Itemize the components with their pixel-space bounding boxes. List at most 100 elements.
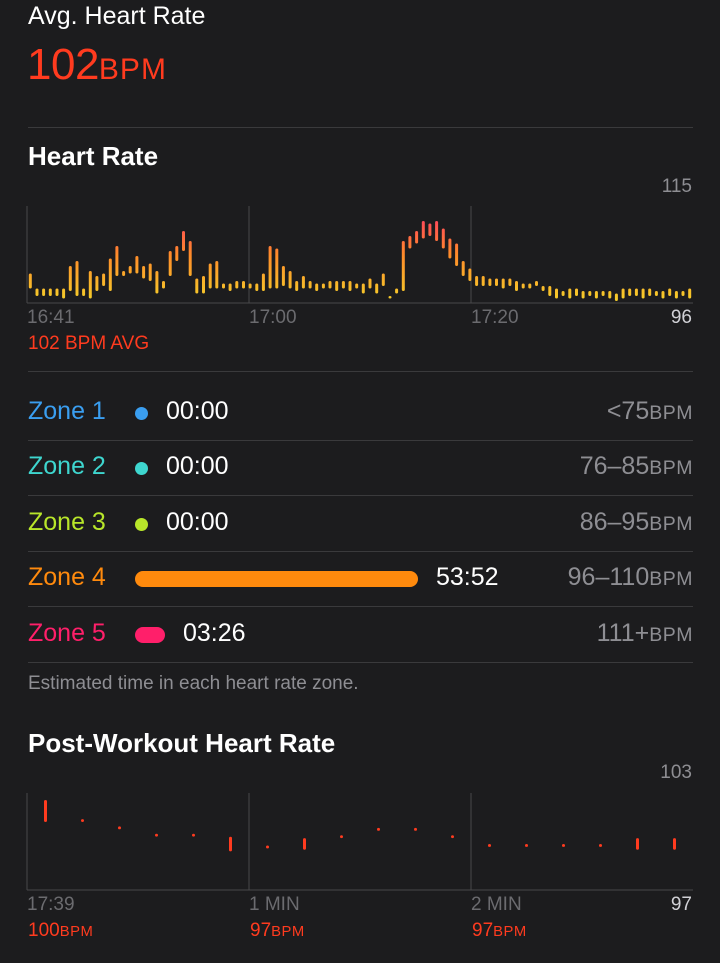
heart-rate-range-bar — [548, 286, 552, 296]
heart-rate-range-bar — [68, 266, 72, 291]
post-workout-reading-1: 100BPM — [28, 920, 93, 942]
heart-rate-range-bar — [641, 288, 645, 299]
heart-rate-range-bar — [375, 283, 379, 294]
heart-rate-range-bar — [95, 276, 99, 291]
zone-2-range: 76–85BPM — [580, 452, 693, 481]
heart-rate-range-bar — [674, 291, 678, 299]
heart-rate-range-bar — [55, 288, 59, 296]
heart-rate-range-bar — [525, 844, 528, 847]
zone-1-range: <75BPM — [607, 397, 693, 426]
heart-rate-range-bar — [108, 258, 112, 291]
heart-rate-range-bar — [229, 836, 232, 852]
divider — [28, 371, 693, 372]
heart-rate-range-bar — [88, 271, 92, 299]
heart-rate-range-bar — [266, 845, 269, 849]
heart-rate-x-label-mid: 17:00 — [249, 307, 297, 328]
heart-rate-range-bar — [35, 288, 39, 296]
heart-rate-range-bar — [62, 288, 66, 299]
heart-rate-range-bar — [122, 271, 126, 276]
heart-rate-range-bar — [81, 819, 84, 822]
heart-rate-range-bar — [215, 261, 219, 289]
heart-rate-range-bar — [451, 835, 454, 839]
heart-rate-range-bar — [175, 246, 179, 261]
zone-4-range-unit: BPM — [649, 568, 693, 590]
heart-rate-range-bar — [328, 281, 332, 289]
avg-heart-rate-label: Avg. Heart Rate — [28, 2, 206, 30]
avg-heart-rate-number: 102 — [27, 40, 99, 89]
heart-rate-range-bar — [340, 835, 343, 839]
heart-rate-range-bar — [455, 243, 459, 266]
heart-rate-x-label-start: 16:41 — [27, 307, 75, 328]
heart-rate-range-bar — [468, 268, 472, 281]
heart-rate-range-bar — [275, 248, 279, 289]
reading-unit: BPM — [493, 924, 527, 940]
heart-rate-range-bar — [155, 833, 158, 837]
zone-2-range-value: 76–85 — [579, 452, 650, 480]
divider — [28, 127, 693, 128]
zone-5-range-unit: BPM — [649, 624, 693, 646]
zone-row-2: Zone 2 00:00 76–85BPM — [28, 440, 693, 496]
reading-value: 97 — [250, 920, 272, 941]
zone-1-dot — [135, 407, 148, 420]
heart-rate-range-bar — [541, 286, 545, 291]
heart-rate-range-bar — [115, 246, 119, 276]
zone-4-time: 53:52 — [436, 563, 499, 591]
zone-3-range-value: 86–95 — [579, 508, 650, 536]
divider — [28, 551, 693, 552]
heart-rate-range-bar — [368, 278, 372, 289]
heart-rate-range-bar — [102, 273, 106, 286]
heart-rate-range-bar — [348, 281, 352, 291]
heart-rate-avg-label: 102 BPM AVG — [28, 333, 150, 354]
heart-rate-range-bar — [673, 838, 676, 850]
divider — [28, 495, 693, 496]
zones-caption: Estimated time in each heart rate zone. — [28, 673, 359, 694]
heart-rate-range-bar — [562, 844, 565, 847]
heart-rate-range-bar — [142, 266, 146, 279]
zone-1-range-value: <75 — [606, 397, 650, 425]
heart-rate-range-bar — [408, 236, 412, 249]
heart-rate-range-bar — [303, 838, 306, 850]
heart-rate-range-bar — [341, 281, 345, 289]
heart-rate-range-bar — [461, 261, 465, 276]
heart-rate-range-bar — [568, 288, 572, 299]
heart-rate-range-bar — [636, 838, 639, 850]
zone-4-range: 96–110BPM — [568, 563, 693, 592]
zone-row-3: Zone 3 00:00 86–95BPM — [28, 496, 693, 552]
heart-rate-range-bar — [441, 228, 445, 249]
heart-rate-range-bar — [581, 291, 585, 299]
zone-3-time: 00:00 — [166, 508, 229, 536]
heart-rate-range-bar — [599, 844, 602, 847]
heart-rate-range-bar — [75, 261, 79, 296]
heart-rate-range-bar — [195, 278, 199, 294]
zone-3-range-unit: BPM — [649, 513, 693, 535]
divider — [28, 440, 693, 441]
zone-2-range-unit: BPM — [649, 457, 693, 479]
heart-rate-range-bar — [361, 283, 365, 294]
heart-rate-range-bar — [44, 800, 47, 822]
heart-rate-range-bar — [428, 223, 432, 236]
heart-rate-range-bar — [128, 266, 132, 274]
post-workout-x-label-1min: 1 MIN — [249, 894, 300, 915]
reading-unit: BPM — [271, 924, 305, 940]
heart-rate-range-bar — [448, 238, 452, 259]
heart-rate-range-bar — [381, 273, 385, 286]
heart-rate-range-bar — [535, 281, 538, 286]
heart-rate-range-bar — [401, 241, 405, 291]
reading-unit: BPM — [59, 924, 94, 940]
heart-rate-range-bar — [415, 231, 419, 244]
zone-3-range: 86–95BPM — [580, 508, 693, 537]
heart-rate-range-bar — [688, 288, 692, 299]
zone-5-name: Zone 5 — [28, 619, 106, 647]
divider — [28, 662, 693, 663]
heart-rate-range-bar — [588, 291, 592, 296]
heart-rate-range-bar — [335, 281, 339, 291]
heart-rate-chart — [26, 206, 693, 304]
zone-3-dot — [135, 518, 148, 531]
heart-rate-range-bar — [235, 281, 239, 289]
heart-rate-range-bar — [528, 283, 532, 289]
heart-rate-range-bar — [295, 281, 299, 291]
heart-rate-range-bar — [321, 283, 325, 289]
heart-rate-range-bar — [135, 256, 139, 274]
heart-rate-range-bar — [501, 278, 505, 289]
